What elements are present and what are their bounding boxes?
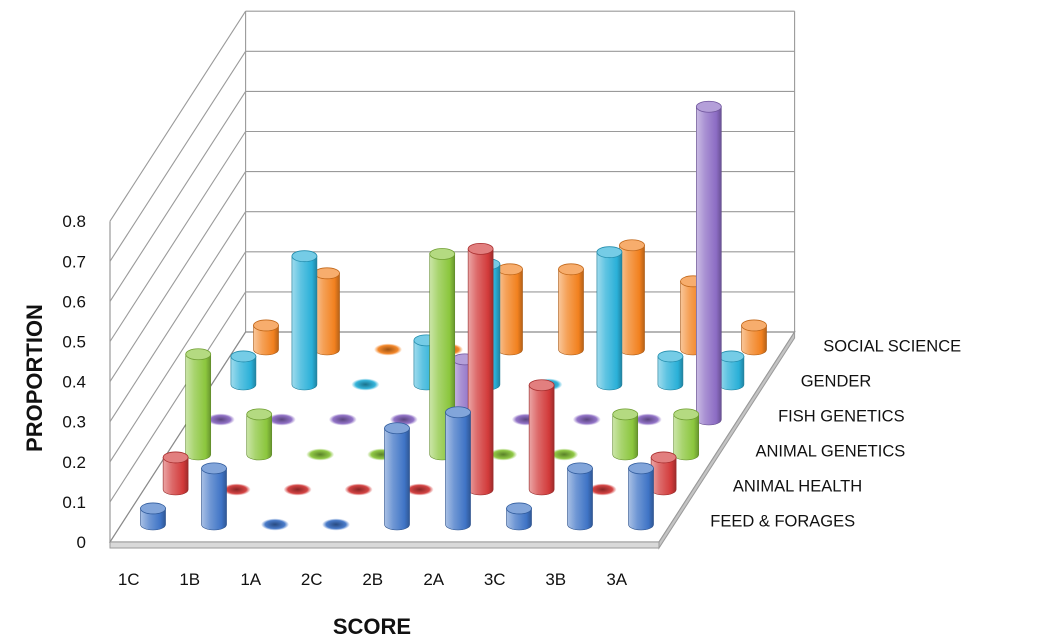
depth-gridline (109, 91, 247, 302)
y-tick-label: 0.8 (62, 212, 86, 231)
y-tick-label: 0.2 (62, 453, 86, 472)
depth-gridline (109, 251, 247, 463)
bar-feed-forages-3a (628, 462, 654, 531)
bar-feed-forages-2c (322, 518, 351, 531)
bar-animal-health-1a (283, 483, 312, 496)
x-tick-label: 2A (423, 570, 444, 589)
bar-animal-health-2c (344, 483, 373, 496)
y-axis-tick-labels: 0 0.1 0.2 0.3 0.4 0.5 0.6 0.7 0.8 (62, 212, 86, 552)
depth-gridline (109, 131, 247, 342)
bar-fish-genetics-1b (267, 413, 296, 426)
bar-animal-genetics-1a (306, 448, 335, 461)
depth-gridline (109, 291, 247, 503)
x-tick-label: 1C (118, 570, 140, 589)
bar-feed-forages-2a (445, 406, 471, 531)
depth-gridline (109, 171, 247, 382)
bar-animal-genetics-1b (246, 408, 273, 461)
y-tick-label: 0.3 (62, 413, 86, 432)
series-label: FEED & FORAGES (710, 513, 855, 531)
bar-gender-3a (718, 350, 745, 391)
x-tick-label: 3A (606, 570, 627, 589)
bar-animal-genetics-1c (185, 348, 212, 461)
y-tick-label: 0 (77, 533, 86, 552)
bar-gender-1a (351, 378, 380, 391)
x-axis-tick-labels: 1C 1B 1A 2C 2B 2A 3C 3B 3A (118, 570, 628, 589)
depth-gridline (109, 211, 247, 422)
bar-animal-health-3a (650, 451, 677, 496)
depth-gridline (109, 51, 247, 262)
x-tick-label: 3C (484, 570, 506, 589)
x-tick-label: 2C (301, 570, 323, 589)
bar-social-science-1b (314, 267, 340, 356)
x-tick-label: 2B (362, 570, 383, 589)
bar-feed-forages-1b (201, 462, 227, 531)
series-label: FISH GENETICS (778, 408, 905, 426)
bar-social-science-1c (253, 319, 279, 356)
y-axis-title: PROPORTION (22, 304, 47, 452)
bar-social-science-3c (619, 239, 645, 356)
series-label: SOCIAL SCIENCE (823, 338, 961, 356)
bar-fish-genetics-3b (633, 413, 662, 426)
bar-feed-forages-2b (384, 422, 410, 531)
series-label: ANIMAL HEALTH (733, 478, 862, 496)
series-depth-labels: FEED & FORAGES ANIMAL HEALTH ANIMAL GENETI… (710, 338, 961, 531)
bar-gender-3b (657, 350, 684, 391)
series-label: GENDER (801, 373, 872, 391)
bar-gender-1b (291, 250, 318, 391)
y-tick-label: 0.6 (62, 292, 86, 311)
bar-fish-genetics-3c (572, 413, 601, 426)
y-tick-label: 0.4 (62, 373, 86, 392)
bar-feed-forages-3c (506, 502, 532, 531)
bar-animal-health-1b (222, 483, 251, 496)
bar-animal-genetics-2a (489, 448, 518, 461)
x-tick-label: 1B (179, 570, 200, 589)
y-tick-label: 0.5 (62, 333, 86, 352)
bar-feed-forages-1c (140, 502, 166, 531)
bar-animal-genetics-3b (612, 408, 639, 461)
x-tick-label: 1A (240, 570, 261, 589)
bar-fish-genetics-1c (206, 413, 235, 426)
bar-animal-genetics-3c (550, 448, 579, 461)
bar-cylinders (140, 100, 767, 531)
bar-feed-forages-3b (567, 462, 593, 531)
series-label: ANIMAL GENETICS (756, 443, 906, 461)
bar-animal-health-3c (528, 379, 555, 496)
bar-animal-health-2b (405, 483, 434, 496)
bar-gender-1c (230, 350, 257, 391)
bar-animal-genetics-3a (673, 408, 700, 461)
x-axis-title: SCORE (333, 614, 411, 639)
bar-social-science-2a (558, 263, 584, 356)
bar-fish-genetics-1a (328, 413, 357, 426)
bar-social-science-3a (741, 319, 767, 356)
bar-animal-health-3b (588, 483, 617, 496)
bar-fish-genetics-3a (695, 100, 722, 426)
y-tick-label: 0.1 (62, 493, 86, 512)
bar-animal-health-2a (467, 242, 494, 496)
depth-gridline (109, 10, 247, 222)
y-tick-label: 0.7 (62, 252, 86, 271)
bar-social-science-2b (497, 263, 523, 356)
bar-gender-3c (596, 246, 623, 391)
x-tick-label: 3B (545, 570, 566, 589)
bar-feed-forages-1a (261, 518, 290, 531)
bar-social-science-1a (374, 343, 403, 356)
bar-animal-health-1c (162, 451, 189, 496)
